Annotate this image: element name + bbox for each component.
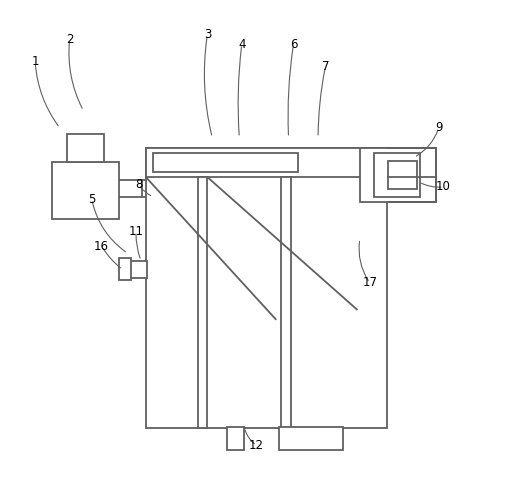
Text: 5: 5 <box>88 193 96 206</box>
Text: 11: 11 <box>129 225 143 238</box>
Bar <box>67 134 104 162</box>
Text: 17: 17 <box>362 277 377 289</box>
Text: 2: 2 <box>66 33 73 46</box>
Bar <box>153 153 299 172</box>
Bar <box>146 148 387 428</box>
Bar <box>227 427 244 450</box>
Bar <box>373 153 420 197</box>
Bar <box>281 177 291 428</box>
Text: 7: 7 <box>322 60 329 73</box>
Text: 10: 10 <box>436 181 451 193</box>
Bar <box>198 177 208 428</box>
Text: 12: 12 <box>249 439 264 452</box>
Text: 3: 3 <box>203 28 211 41</box>
Bar <box>389 161 417 189</box>
Text: 16: 16 <box>94 240 109 252</box>
Text: 4: 4 <box>238 38 246 51</box>
Text: 9: 9 <box>435 122 442 134</box>
Bar <box>279 427 343 450</box>
Text: 1: 1 <box>31 55 39 68</box>
Bar <box>360 148 436 202</box>
Bar <box>119 258 131 280</box>
Bar <box>52 162 119 219</box>
Bar <box>146 148 387 177</box>
Text: 6: 6 <box>290 38 297 51</box>
Bar <box>128 261 147 278</box>
Text: 8: 8 <box>135 178 142 191</box>
